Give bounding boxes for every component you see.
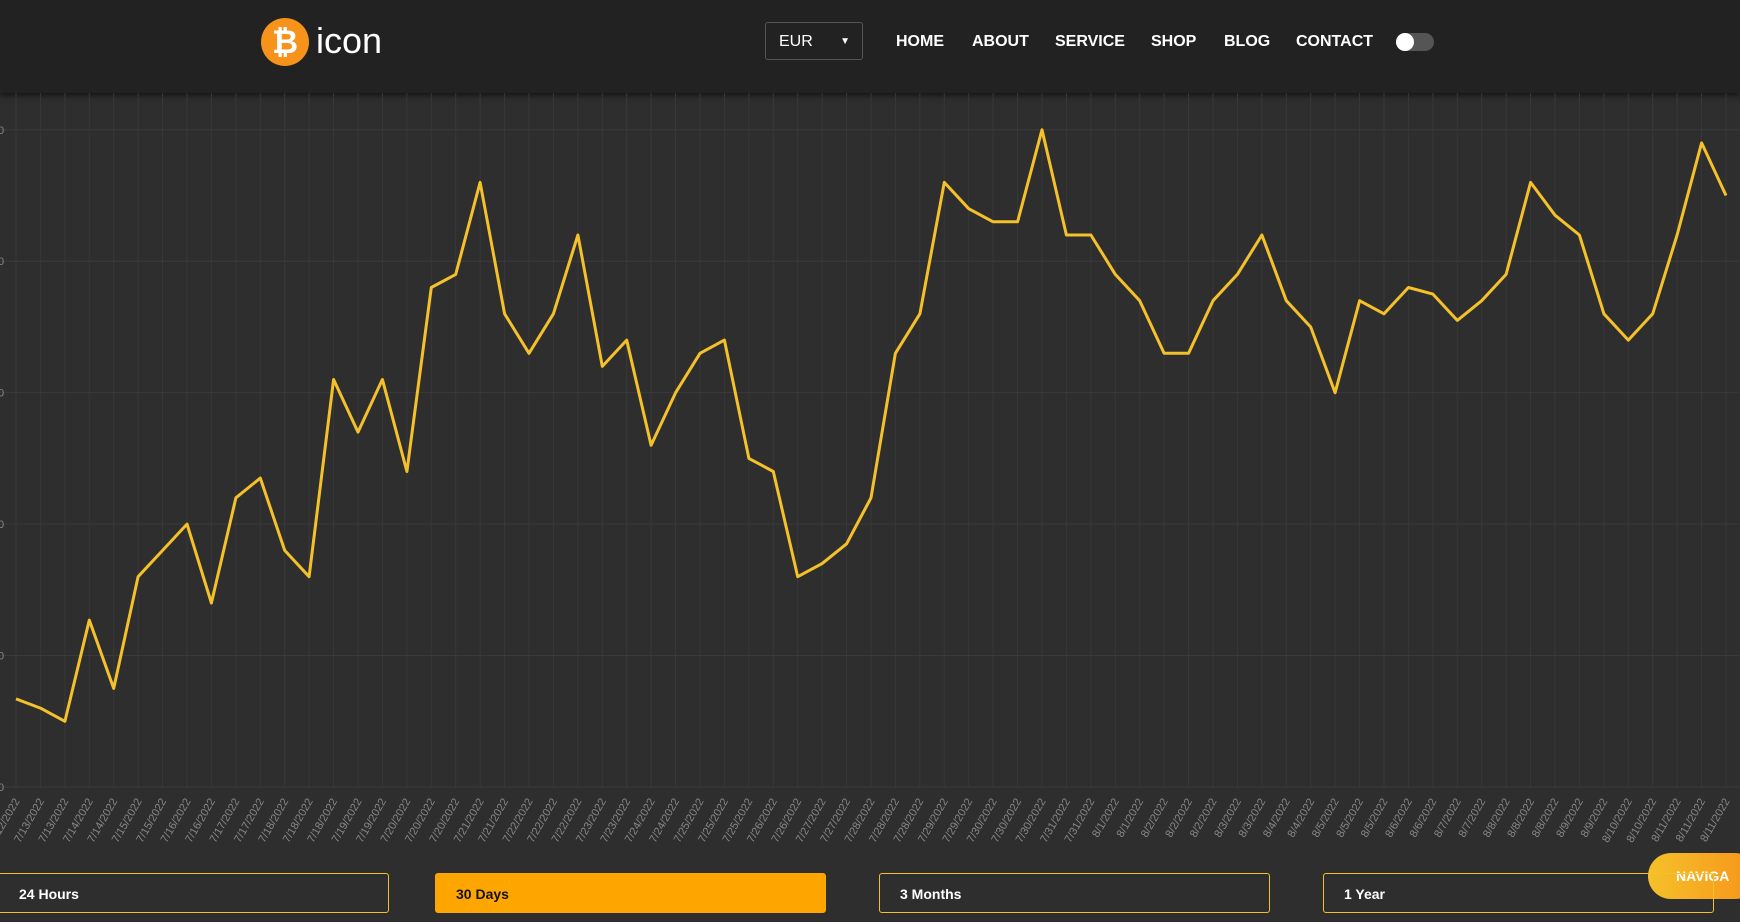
menu-item[interactable]: BLOG [1224, 33, 1271, 50]
y-tick-label: 0 [0, 256, 4, 268]
y-tick-label: 0 [0, 651, 4, 663]
chart: 7/12/20227/13/20227/13/20227/14/20227/14… [0, 93, 1740, 845]
price-line [15, 128, 1728, 723]
range-button[interactable]: 30 Days [435, 873, 826, 913]
menu-item[interactable]: CONTACT [1296, 33, 1374, 50]
currency: EUR [779, 33, 813, 50]
menu-item[interactable]: HOME [896, 33, 944, 50]
menu-item[interactable]: ABOUT [972, 33, 1029, 50]
range-button[interactable]: 1 Year [1323, 873, 1714, 913]
y-tick-label: 0 [0, 125, 4, 137]
header: ₿ icon EUR ▼ HOME ABOUT SERVICE SHOP BLOG CONT… [0, 0, 1740, 93]
menu-item[interactable]: SERVICE [1055, 33, 1125, 50]
menu-item[interactable]: SHOP [1151, 33, 1197, 50]
logo-icon[interactable]: ₿ [261, 18, 309, 66]
range-button[interactable]: 24 Hours [0, 873, 389, 913]
range-button[interactable]: 3 Months [879, 873, 1270, 913]
y-tick-label: 0 [0, 782, 4, 794]
y-tick-label: 0 [0, 519, 4, 531]
y-tick-label: 0 [0, 388, 4, 400]
navigate-button[interactable]: NAVIGA [1648, 853, 1740, 899]
logo-text[interactable]: icon [316, 20, 383, 61]
currency-select[interactable]: EUR ▼ [765, 22, 863, 60]
theme-toggle[interactable] [1396, 33, 1434, 51]
